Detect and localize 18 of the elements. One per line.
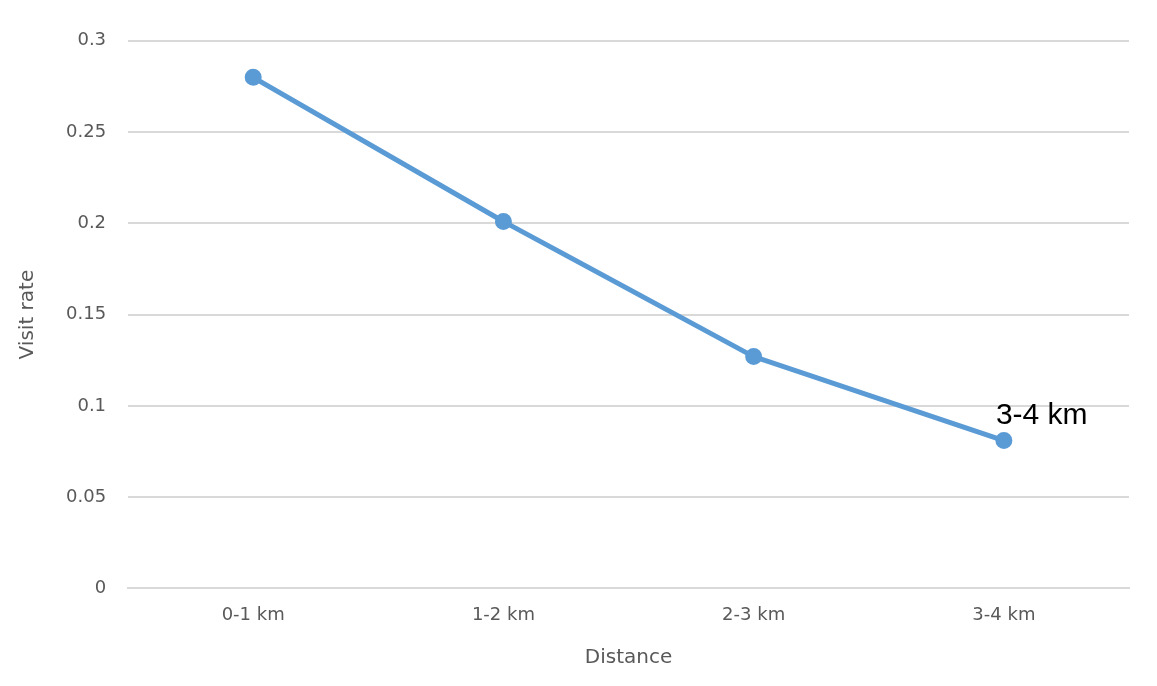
y-tick-label: 0.05 (66, 484, 107, 506)
point (995, 432, 1013, 450)
y-tick-label: 0.25 (66, 119, 107, 141)
y-tick-label: 0.15 (66, 302, 107, 324)
point (494, 213, 512, 231)
x-tick-label: 1-2 km (471, 602, 535, 624)
y-tick-label: 0.1 (77, 393, 107, 415)
x-tick-label: 3-4 km (972, 602, 1036, 624)
x-tick-label: 0-1 km (221, 602, 285, 624)
x-axis-title: Distance (584, 644, 673, 669)
point (244, 68, 262, 86)
y-tick-label: 0 (94, 576, 107, 598)
y-axis-title: Visit rate (14, 269, 39, 360)
y-tick-label: 0.3 (77, 28, 107, 50)
annotation: 3-4 km (995, 396, 1088, 430)
point (745, 348, 763, 366)
y-tick-label: 0.2 (77, 211, 107, 233)
x-tick-label: 2-3 km (722, 602, 786, 624)
